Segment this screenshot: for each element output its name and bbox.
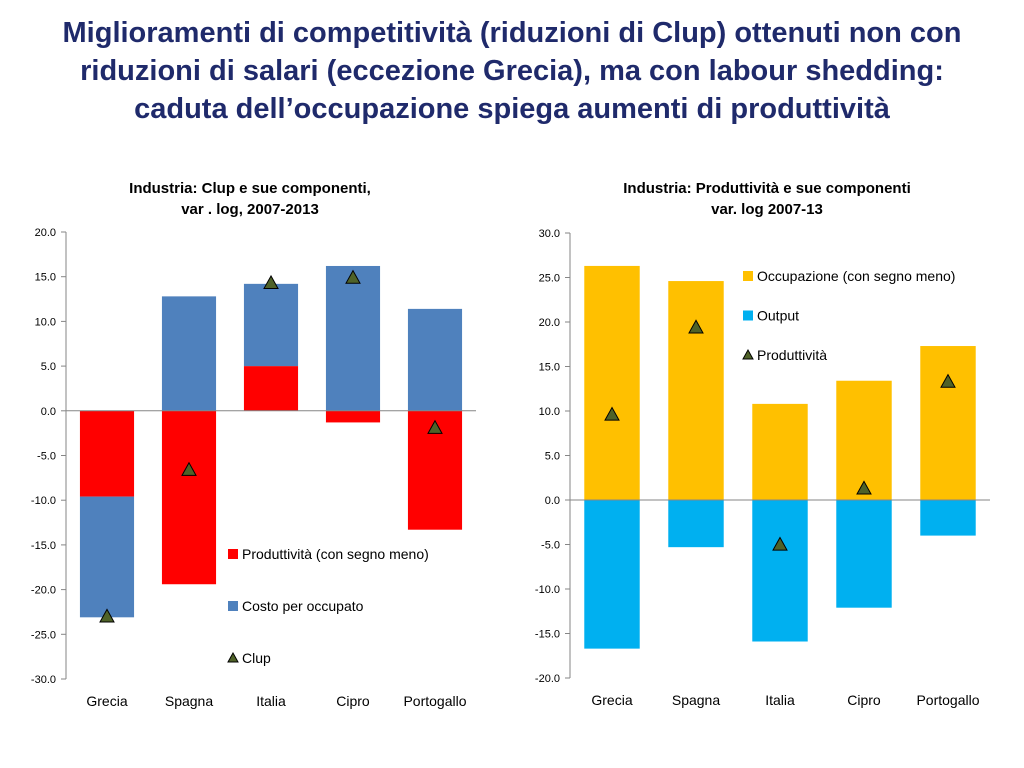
bar-output <box>920 500 976 536</box>
x-tick-label: Italia <box>256 693 286 709</box>
y-tick-label: 0.0 <box>41 406 56 418</box>
y-tick-label: -20.0 <box>535 673 560 685</box>
x-tick-label: Spagna <box>165 693 213 709</box>
legend-label: Clup <box>242 650 271 666</box>
bar-costo <box>161 296 217 411</box>
legend-label: Produttività (con segno meno) <box>242 546 429 562</box>
bar-costo <box>79 496 135 618</box>
slide-title-line-2: riduzioni di salari (eccezione Grecia), … <box>80 55 944 87</box>
marker-clup <box>99 608 115 623</box>
bar-output <box>668 500 724 548</box>
y-tick-label: 10.0 <box>35 316 56 328</box>
x-tick-label: Cipro <box>336 693 370 709</box>
marker-produttività <box>940 373 956 388</box>
x-tick-label: Spagna <box>672 692 720 708</box>
y-tick-label: 5.0 <box>41 361 56 373</box>
chart-clup-componenti: Industria: Clup e sue componenti, var . … <box>10 176 490 716</box>
bar-occupazione <box>668 281 724 500</box>
y-tick-label: -20.0 <box>31 585 56 597</box>
slide-title: Miglioramenti di competitività (riduzion… <box>20 14 1004 128</box>
legend-marker-produttività <box>742 348 754 360</box>
y-tick-label: 10.0 <box>539 406 560 418</box>
marker-produttività <box>856 480 872 495</box>
marker-produttività <box>604 406 620 421</box>
chart-title-line-2: var . log, 2007-2013 <box>181 201 319 218</box>
marker-produttività <box>772 536 788 551</box>
legend-label: Output <box>757 308 799 324</box>
legend-swatch <box>743 310 753 321</box>
chart-title: Industria: Clup e sue componenti, var . … <box>10 178 490 220</box>
y-tick-label: -15.0 <box>31 540 56 552</box>
y-tick-label: -30.0 <box>31 674 56 686</box>
y-tick-label: 20.0 <box>539 317 560 329</box>
marker-clup <box>263 274 279 290</box>
marker-clup <box>427 419 443 434</box>
y-tick-label: -5.0 <box>37 451 56 463</box>
marker-produttività <box>688 319 704 334</box>
bar-produttività <box>325 410 381 423</box>
legend-swatch <box>743 271 753 281</box>
slide-title-line-3: caduta dell’occupazione spiega aumenti d… <box>134 93 890 125</box>
bar-produttività <box>243 366 299 411</box>
legend-swatch <box>228 549 238 559</box>
bar-occupazione <box>836 380 892 500</box>
x-tick-label: Cipro <box>847 692 881 708</box>
legend-label: Produttività <box>757 347 827 363</box>
y-tick-label: 0.0 <box>545 495 560 507</box>
x-tick-label: Grecia <box>591 692 632 708</box>
legend: Occupazione (con segno meno) Output Produt… <box>742 268 955 363</box>
y-tick-label: -5.0 <box>541 540 560 552</box>
slide-title-line-1: Miglioramenti di competitività (riduzion… <box>62 17 962 49</box>
x-tick-label: Italia <box>765 692 795 708</box>
marker-clup <box>181 461 197 476</box>
bar-costo <box>407 308 463 411</box>
legend: Produttività (con segno meno) Costo per o… <box>227 546 429 666</box>
y-tick-label: -10.0 <box>31 495 56 507</box>
bar-occupazione <box>920 346 976 500</box>
y-tick-label: -15.0 <box>535 629 560 641</box>
chart-title-line-1: Industria: Clup e sue componenti, <box>129 180 371 197</box>
y-tick-label: 25.0 <box>539 273 560 285</box>
chart-title: Industria: Produttività e sue componenti… <box>520 178 1014 220</box>
legend-marker-clup <box>227 651 239 663</box>
bar-costo <box>243 283 299 367</box>
chart-svg: -20.0 -15.0 -10.0 -5.0 0.0 5.0 10.0 15.0 20.0 25.… <box>535 228 990 708</box>
bar-produttività <box>161 410 217 585</box>
x-tick-label: Portogallo <box>403 693 466 709</box>
chart-produttivita-componenti: Industria: Produttività e sue componenti… <box>520 176 1014 716</box>
bar-output <box>752 500 808 642</box>
bar-produttività <box>79 410 135 497</box>
y-tick-label: -10.0 <box>535 584 560 596</box>
marker-clup <box>345 269 361 284</box>
y-tick-label: 15.0 <box>35 272 56 284</box>
x-tick-label: Grecia <box>86 693 127 709</box>
chart-title-line-1: Industria: Produttività e sue componenti <box>623 180 911 197</box>
legend-label: Occupazione (con segno meno) <box>757 268 955 284</box>
y-tick-label: 20.0 <box>35 227 56 239</box>
y-tick-label: 5.0 <box>545 451 560 463</box>
y-tick-label: 15.0 <box>539 362 560 374</box>
chart-title-line-2: var. log 2007-13 <box>711 201 823 218</box>
chart-svg: -30.0 -25.0 -20.0 -15.0 -10.0 -5.0 0.0 5.0 10.0 1… <box>31 227 476 709</box>
x-tick-label: Portogallo <box>916 692 979 708</box>
bar-occupazione <box>752 403 808 500</box>
bar-output <box>836 500 892 608</box>
bar-costo <box>325 265 381 411</box>
y-tick-label: -25.0 <box>31 629 56 641</box>
y-tick-label: 30.0 <box>539 228 560 240</box>
bar-occupazione <box>584 265 640 500</box>
bar-output <box>584 500 640 649</box>
legend-label: Costo per occupato <box>242 598 364 614</box>
legend-swatch <box>228 601 238 611</box>
